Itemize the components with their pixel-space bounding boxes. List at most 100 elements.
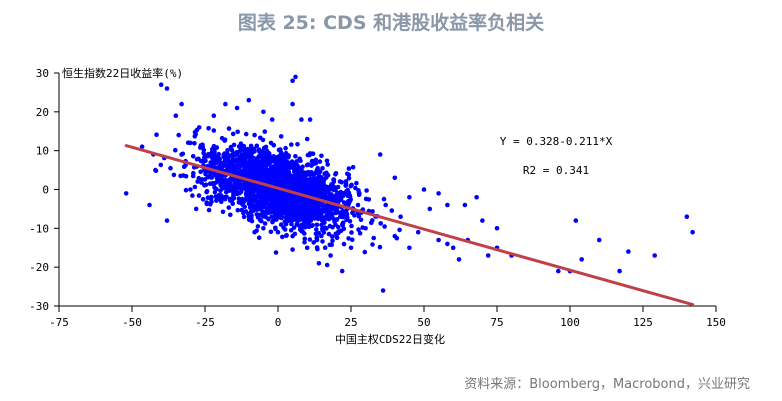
data-point xyxy=(398,214,403,219)
data-point xyxy=(202,153,208,158)
data-point xyxy=(158,162,164,168)
data-point xyxy=(228,153,233,158)
data-point xyxy=(218,188,223,194)
data-point xyxy=(243,169,248,175)
data-point xyxy=(241,185,246,191)
data-point xyxy=(198,169,203,175)
data-point xyxy=(248,192,253,198)
data-point xyxy=(192,129,198,135)
data-point xyxy=(347,193,353,198)
data-point xyxy=(293,154,298,159)
data-point xyxy=(253,199,259,205)
data-point xyxy=(362,249,368,255)
data-point xyxy=(292,169,297,174)
data-point xyxy=(245,146,250,152)
x-tick: -75 xyxy=(49,306,69,329)
data-point xyxy=(245,153,250,158)
x-tick-label: 25 xyxy=(344,316,357,329)
data-point xyxy=(303,224,308,230)
data-point xyxy=(307,117,313,122)
data-point xyxy=(338,194,343,200)
data-point xyxy=(251,146,257,152)
data-point xyxy=(261,109,266,115)
data-point xyxy=(382,224,387,229)
data-point xyxy=(334,235,340,240)
data-point xyxy=(324,158,330,164)
data-point xyxy=(332,185,338,190)
data-point xyxy=(326,231,332,237)
data-point xyxy=(596,237,602,243)
data-point xyxy=(220,209,226,215)
data-point xyxy=(300,197,305,202)
data-point xyxy=(573,218,579,223)
data-point xyxy=(311,188,317,193)
data-point xyxy=(295,222,300,227)
data-point xyxy=(259,218,264,224)
data-point xyxy=(343,181,349,187)
data-point xyxy=(231,195,237,201)
data-point xyxy=(381,196,387,202)
data-point xyxy=(294,185,299,191)
data-point xyxy=(179,101,184,107)
data-point xyxy=(171,172,177,178)
data-point xyxy=(324,226,329,231)
x-tick-label: 150 xyxy=(706,316,726,329)
data-point xyxy=(279,168,285,174)
data-point xyxy=(289,221,294,227)
data-point xyxy=(316,230,322,236)
data-point xyxy=(123,191,129,196)
data-point xyxy=(267,192,272,197)
data-point xyxy=(176,132,181,138)
data-point xyxy=(315,184,321,190)
data-point xyxy=(356,227,361,232)
data-point xyxy=(295,218,301,224)
data-point xyxy=(226,126,232,131)
data-point xyxy=(286,216,291,222)
data-point xyxy=(221,160,226,166)
data-point xyxy=(218,196,223,202)
data-point xyxy=(222,137,228,142)
data-point xyxy=(255,224,261,229)
data-point xyxy=(204,200,209,205)
data-point xyxy=(264,215,269,220)
data-point xyxy=(208,160,213,165)
y-tick: 20 xyxy=(36,106,59,119)
y-tick-label: -10 xyxy=(29,222,49,235)
data-point xyxy=(139,144,145,149)
data-point xyxy=(271,157,276,163)
data-point xyxy=(317,207,322,213)
data-point xyxy=(350,164,356,170)
data-point xyxy=(333,210,338,216)
data-point xyxy=(485,253,491,258)
data-point xyxy=(297,156,303,162)
source-note: 资料来源：Bloomberg，Macrobond，兴业研究 xyxy=(464,377,750,392)
data-point xyxy=(474,195,479,200)
data-point xyxy=(319,153,324,159)
data-point xyxy=(289,183,295,189)
data-point xyxy=(436,191,441,196)
data-point xyxy=(183,187,189,193)
data-point xyxy=(221,152,226,158)
data-point xyxy=(347,219,353,224)
data-point xyxy=(311,240,317,245)
data-point xyxy=(256,174,262,180)
data-point xyxy=(260,137,266,143)
data-point xyxy=(320,239,325,244)
data-point xyxy=(196,175,202,181)
data-point xyxy=(290,161,296,166)
data-point xyxy=(227,164,233,170)
y-tick: -20 xyxy=(29,261,59,274)
x-tick: -50 xyxy=(122,306,142,329)
data-point xyxy=(303,219,308,225)
data-point xyxy=(301,215,307,221)
data-point xyxy=(407,245,412,251)
data-point xyxy=(288,173,294,178)
y-tick: 30 xyxy=(36,67,59,80)
data-point xyxy=(366,197,372,202)
data-point xyxy=(222,179,227,185)
data-point xyxy=(226,205,232,210)
data-point xyxy=(265,167,271,173)
y-tick-label: -20 xyxy=(29,261,49,274)
data-point xyxy=(370,209,375,214)
data-point xyxy=(309,163,314,168)
